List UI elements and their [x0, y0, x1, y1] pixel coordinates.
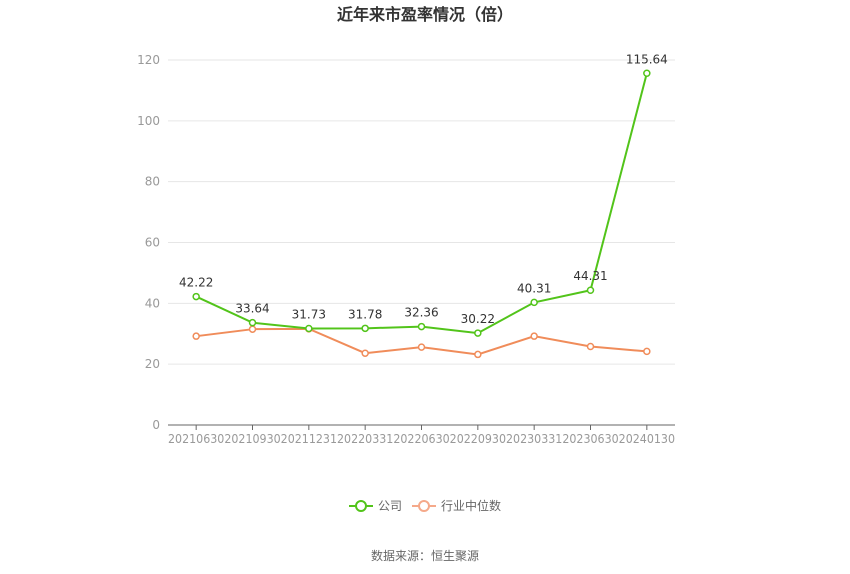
x-tick-label: 20210930 — [224, 432, 280, 446]
x-tick-label: 20220930 — [450, 432, 506, 446]
legend-industry-marker — [418, 500, 430, 512]
x-tick-label: 20230331 — [506, 432, 562, 446]
data-label: 44.31 — [573, 269, 607, 283]
legend-industry-label: 行业中位数 — [441, 498, 501, 513]
data-point[interactable] — [192, 332, 200, 340]
y-tick-label: 100 — [137, 114, 160, 128]
x-tick-label: 20230630 — [562, 432, 618, 446]
legend-item-company[interactable]: 公司 — [349, 499, 402, 513]
data-point[interactable] — [305, 324, 313, 333]
y-tick-label: 20 — [145, 357, 160, 371]
y-tick-label: 60 — [145, 236, 160, 250]
grid-lines — [168, 59, 675, 365]
x-tick-label: 20220630 — [393, 432, 449, 446]
data-point[interactable] — [417, 343, 426, 351]
x-tick-label: 20210630 — [168, 432, 224, 446]
data-point[interactable] — [248, 325, 257, 333]
data-point[interactable] — [530, 298, 538, 307]
data-label: 33.64 — [235, 302, 269, 316]
x-tick-label: 20220331 — [337, 432, 393, 446]
x-tick-label: 20211231 — [281, 432, 337, 446]
data-label: 40.31 — [517, 281, 551, 295]
data-label: 30.22 — [461, 312, 495, 326]
data-point[interactable] — [474, 329, 482, 337]
data-point[interactable] — [417, 322, 426, 331]
data-point[interactable] — [192, 292, 200, 301]
legend-company-label: 公司 — [378, 499, 402, 513]
data-point[interactable] — [643, 69, 651, 78]
data-label: 31.78 — [348, 307, 382, 321]
data-source: 数据来源：恒生聚源 — [371, 548, 479, 563]
x-tick-label: 20240130 — [619, 432, 675, 446]
data-label: 42.22 — [179, 276, 213, 290]
data-point[interactable] — [586, 286, 595, 294]
data-point[interactable] — [530, 332, 538, 340]
legend-company-marker — [355, 500, 367, 512]
legend[interactable]: 公司 行业中位数 — [349, 498, 501, 513]
legend-item-industry-median[interactable]: 行业中位数 — [412, 498, 501, 513]
series-group: 42.22 33.64 31.73 31.78 32.36 30.22 40.31 44.31… — [179, 52, 668, 359]
data-point[interactable] — [474, 350, 482, 359]
data-label: 115.64 — [626, 52, 668, 66]
data-point[interactable] — [248, 318, 257, 327]
data-label: 32.36 — [404, 306, 438, 320]
series-line-0 — [195, 73, 648, 335]
chart-title: 近年来市盈率情况（倍） — [337, 5, 513, 24]
data-label: 31.73 — [292, 307, 326, 321]
y-tick-label: 40 — [145, 296, 160, 310]
y-tick-label: 80 — [145, 175, 160, 189]
data-point[interactable] — [361, 349, 369, 357]
y-tick-label: 120 — [137, 53, 160, 67]
y-axis: 0 20 40 60 80 100 120 — [137, 53, 160, 432]
data-point[interactable] — [643, 347, 651, 356]
data-point[interactable] — [586, 342, 595, 351]
data-point[interactable] — [361, 324, 369, 333]
x-axis: 20210630 20210930 20211231 20220331 20220630… — [168, 424, 675, 446]
y-tick-label: 0 — [152, 418, 160, 432]
